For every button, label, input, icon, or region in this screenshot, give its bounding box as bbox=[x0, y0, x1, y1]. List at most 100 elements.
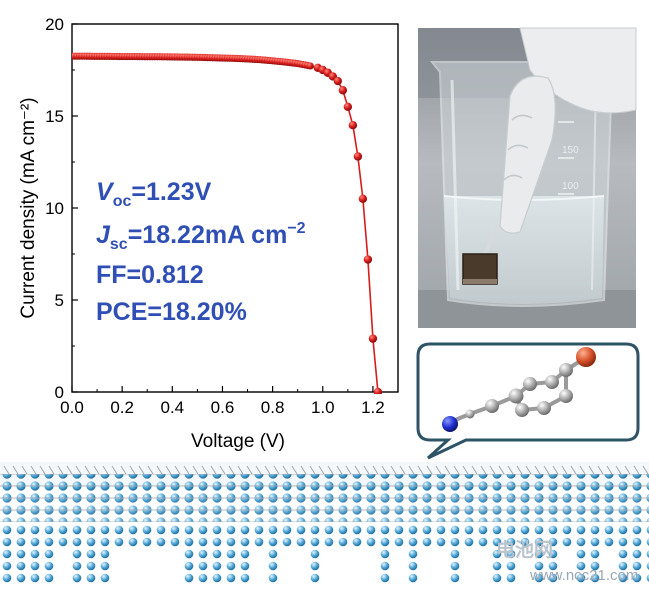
ligand-chain bbox=[381, 465, 388, 475]
carbon-atom bbox=[559, 363, 573, 377]
ligand-chain bbox=[507, 465, 514, 475]
lattice-atom bbox=[450, 561, 460, 571]
ligand-chain bbox=[435, 465, 442, 475]
ligand-chain bbox=[102, 465, 109, 475]
ligand-chain bbox=[300, 465, 307, 475]
lattice-atom bbox=[170, 537, 180, 547]
lattice-atom bbox=[226, 525, 236, 535]
ligand-chain bbox=[147, 465, 154, 475]
ligand-chain bbox=[597, 465, 604, 475]
carbon-atom bbox=[537, 401, 551, 415]
lattice-atom bbox=[212, 549, 222, 559]
ligand-chain bbox=[534, 465, 541, 475]
lattice-atom bbox=[170, 525, 180, 535]
lattice-atom bbox=[436, 537, 446, 547]
lattice-atom bbox=[422, 525, 432, 535]
lattice-atom bbox=[72, 549, 82, 559]
data-point bbox=[333, 76, 343, 86]
lattice-atom bbox=[646, 526, 649, 534]
ligand-chain bbox=[84, 465, 91, 475]
lattice-atom bbox=[44, 561, 54, 571]
lattice-atom bbox=[58, 525, 68, 535]
ligand-chain bbox=[498, 465, 505, 475]
lattice-atom bbox=[198, 573, 208, 583]
lattice-atom bbox=[2, 561, 12, 571]
lattice-atom bbox=[310, 549, 320, 559]
carbon-atom bbox=[545, 375, 559, 389]
lattice-atom bbox=[604, 525, 614, 535]
lattice-atom bbox=[646, 574, 649, 582]
data-point bbox=[373, 387, 383, 394]
ligand-chain bbox=[399, 465, 406, 475]
lattice-atom bbox=[268, 573, 278, 583]
chart-axes bbox=[71, 23, 399, 393]
lattice-atom bbox=[464, 525, 474, 535]
data-point bbox=[306, 62, 314, 70]
lattice-atom bbox=[618, 537, 628, 547]
lattice-atom bbox=[44, 573, 54, 583]
ligand-chain bbox=[327, 465, 334, 475]
data-point bbox=[358, 194, 368, 203]
ligand-chain bbox=[633, 465, 640, 475]
lattice-atom bbox=[114, 537, 124, 547]
lattice-atom bbox=[72, 525, 82, 535]
molecule-callout bbox=[416, 342, 640, 460]
lattice-atom bbox=[268, 549, 278, 559]
lattice-atom bbox=[590, 573, 600, 583]
ligand-chain bbox=[21, 465, 28, 475]
lattice-atom bbox=[86, 537, 96, 547]
lattice-atom bbox=[562, 537, 572, 547]
x-axis-label: Voltage (V) bbox=[191, 431, 285, 452]
ligand-chain bbox=[111, 465, 118, 475]
y-tick-label: 0 bbox=[55, 383, 64, 402]
y-tick-label: 20 bbox=[45, 15, 64, 34]
ligand-chain bbox=[192, 465, 199, 475]
ligand-chain bbox=[570, 465, 577, 475]
beaker-mark-150: 150 bbox=[562, 145, 579, 156]
ligand-chain bbox=[264, 465, 271, 475]
lattice-atom bbox=[254, 525, 264, 535]
ligand-chain bbox=[174, 465, 181, 475]
lattice-atom bbox=[16, 573, 26, 583]
y-axis-label: Current density (mA cm⁻²) bbox=[18, 97, 39, 318]
lattice-atom bbox=[226, 537, 236, 547]
lattice-atom bbox=[268, 537, 278, 547]
lattice-atom bbox=[2, 549, 12, 559]
ligand-chain bbox=[453, 465, 460, 475]
lattice-atom bbox=[198, 525, 208, 535]
lattice-atom bbox=[492, 549, 502, 559]
lattice-atom bbox=[44, 549, 54, 559]
y-tick-label: 15 bbox=[45, 107, 64, 126]
lattice-atom bbox=[240, 549, 250, 559]
lattice-atom bbox=[590, 561, 600, 571]
ligand-chain bbox=[363, 465, 370, 475]
lattice-atom bbox=[534, 561, 544, 571]
lattice-atom bbox=[72, 573, 82, 583]
jv-series bbox=[72, 52, 383, 394]
tick-labels: 0.0 0.2 0.4 0.6 0.8 1.0 1.2 0 5 10 15 20 bbox=[45, 15, 385, 417]
ligand-chain bbox=[12, 465, 19, 475]
ligand-chain bbox=[129, 465, 136, 475]
metric-ff: FF=0.812 bbox=[96, 261, 204, 289]
lattice-atom bbox=[408, 525, 418, 535]
lattice-atom bbox=[226, 549, 236, 559]
ligand-chain bbox=[579, 465, 586, 475]
lattice-atom bbox=[268, 525, 278, 535]
ligand-chain bbox=[3, 465, 10, 475]
ligand-chain bbox=[624, 465, 631, 475]
ligand-chain bbox=[93, 465, 100, 475]
lattice-atom bbox=[576, 549, 586, 559]
watermark: 电池网 www.ncc21.com bbox=[496, 538, 638, 584]
lattice-atom bbox=[100, 525, 110, 535]
ligand-chain bbox=[561, 465, 568, 475]
lattice-atom bbox=[408, 573, 418, 583]
lattice-atom bbox=[618, 573, 628, 583]
ligand-chain bbox=[183, 465, 190, 475]
lattice-atom bbox=[30, 549, 40, 559]
ligand-chain bbox=[426, 465, 433, 475]
lattice-atom bbox=[2, 573, 12, 583]
ligand-chain bbox=[408, 465, 415, 475]
ligand-chain bbox=[309, 465, 316, 475]
lattice-atom bbox=[576, 537, 586, 547]
lattice-atom bbox=[394, 537, 404, 547]
